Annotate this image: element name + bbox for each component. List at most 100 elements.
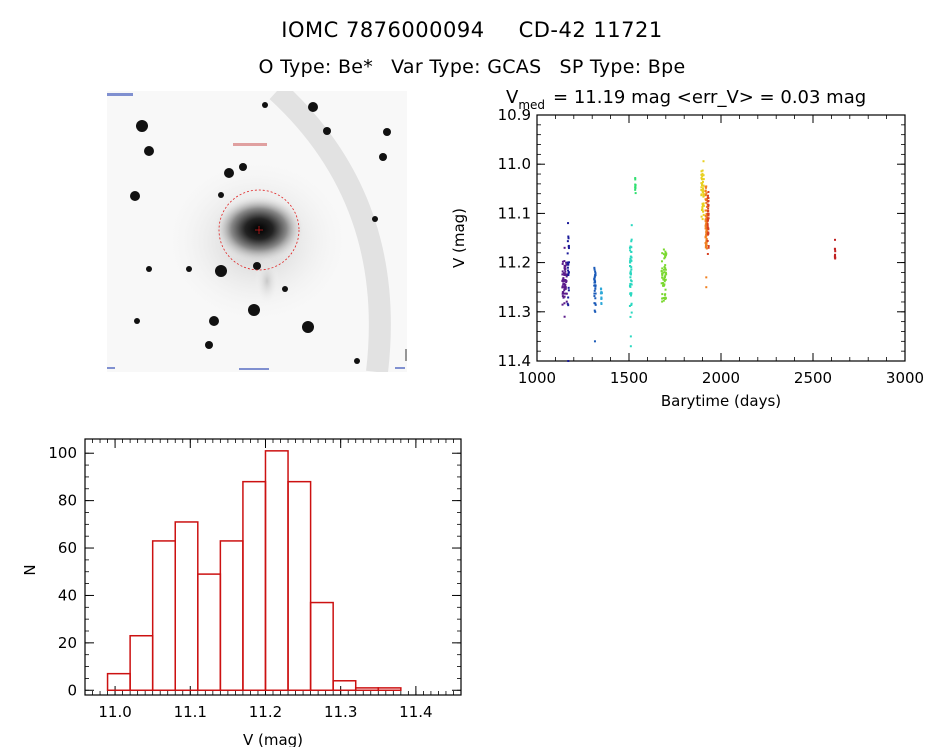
lc-point — [661, 293, 664, 296]
hist-ytick-label: 100 — [48, 444, 77, 462]
hist-bar — [354, 687, 380, 692]
hist-bar — [287, 480, 312, 692]
lc-point — [702, 184, 705, 187]
lc-point — [664, 297, 667, 300]
lc-point — [600, 302, 603, 305]
lc-point — [704, 186, 707, 189]
lc-point — [706, 217, 709, 220]
var-type: Var Type: GCAS — [391, 56, 542, 78]
lc-point — [567, 237, 570, 240]
lc-point — [705, 217, 708, 220]
lc-point — [701, 172, 704, 175]
hist-xtick-label: 11.4 — [399, 703, 432, 721]
lc-point — [704, 198, 707, 201]
lc-point — [593, 295, 596, 298]
hist-bar — [377, 687, 402, 692]
lc-point — [561, 285, 564, 288]
lc-title-prefix: V — [506, 87, 519, 108]
lc-point — [700, 194, 703, 197]
lc-point — [564, 283, 567, 286]
histogram-chart: 11.0 11.1 11.2 11.3 11.4 0 20 40 60 80 100 V (mag)… — [21, 438, 462, 747]
lc-point — [630, 240, 633, 243]
lc-point — [660, 260, 663, 263]
lc-point — [629, 276, 632, 279]
cd-id: CD-42 11721 — [518, 18, 663, 42]
lc-point — [594, 303, 597, 306]
hist-bar — [151, 540, 176, 692]
lc-point — [705, 239, 708, 242]
lc-point — [630, 311, 633, 314]
lc-point — [629, 315, 632, 318]
lc-point — [664, 288, 667, 291]
lc-point — [705, 230, 708, 233]
lc-point — [562, 280, 565, 283]
lc-point — [664, 268, 667, 271]
lc-point — [566, 266, 569, 269]
hist-xtick-label: 11.0 — [98, 703, 131, 721]
lc-point — [702, 194, 705, 197]
lc-point — [700, 208, 703, 211]
lc-point — [566, 240, 569, 243]
lc-point — [701, 175, 704, 178]
lc-point — [594, 270, 597, 273]
lc-point — [634, 177, 637, 180]
lc-point — [702, 213, 705, 216]
lc-point — [564, 270, 567, 273]
lc-point — [705, 216, 708, 219]
lc-point — [629, 257, 632, 260]
lc-point — [663, 266, 666, 269]
hist-bar — [264, 450, 289, 692]
lc-point — [663, 277, 666, 280]
lc-point — [593, 268, 596, 271]
lc-point — [705, 229, 708, 232]
lc-point — [599, 292, 602, 295]
lc-point — [566, 252, 569, 255]
lc-point — [628, 246, 631, 249]
hist-ytick-label: 20 — [58, 634, 77, 652]
lc-point — [634, 186, 637, 189]
lc-point — [600, 296, 603, 299]
lc-point — [664, 250, 667, 253]
hist-bar — [174, 521, 199, 692]
lc-point — [593, 292, 596, 295]
lc-ytick-label: 11.1 — [498, 204, 531, 222]
lc-point — [661, 276, 664, 279]
lc-point — [630, 303, 633, 306]
hist-ytick-label: 0 — [67, 681, 77, 699]
lc-point — [702, 202, 705, 205]
lc-point — [707, 205, 710, 208]
lc-point — [704, 246, 707, 249]
lc-point — [707, 227, 710, 230]
lc-point — [566, 302, 569, 305]
lc-point — [594, 272, 597, 275]
lc-point — [634, 183, 637, 186]
lc-point — [565, 280, 568, 283]
lc-point — [567, 286, 570, 289]
lc-ylabel: V (mag) — [450, 208, 468, 268]
lc-point — [629, 249, 632, 252]
lc-point — [705, 215, 708, 218]
lc-point — [561, 295, 564, 298]
lc-point — [664, 278, 667, 281]
lc-point — [634, 184, 637, 187]
lc-point — [663, 276, 666, 279]
lc-point — [594, 285, 597, 288]
lc-point — [561, 260, 564, 263]
lc-point — [661, 297, 664, 300]
lc-point — [563, 295, 566, 298]
lc-point — [662, 299, 665, 302]
lc-point — [565, 292, 568, 295]
lc-point — [707, 207, 710, 210]
lc-point — [561, 292, 564, 295]
nebula-arc — [269, 91, 391, 372]
lc-point — [707, 231, 710, 234]
lc-point — [700, 186, 703, 189]
lc-data-points — [561, 160, 837, 362]
lc-point — [665, 252, 668, 255]
aperture-circle — [218, 189, 300, 271]
lc-point — [630, 293, 633, 296]
lc-point — [565, 263, 568, 266]
lc-point — [660, 270, 663, 273]
lc-point — [705, 244, 708, 247]
lc-point — [594, 273, 597, 276]
